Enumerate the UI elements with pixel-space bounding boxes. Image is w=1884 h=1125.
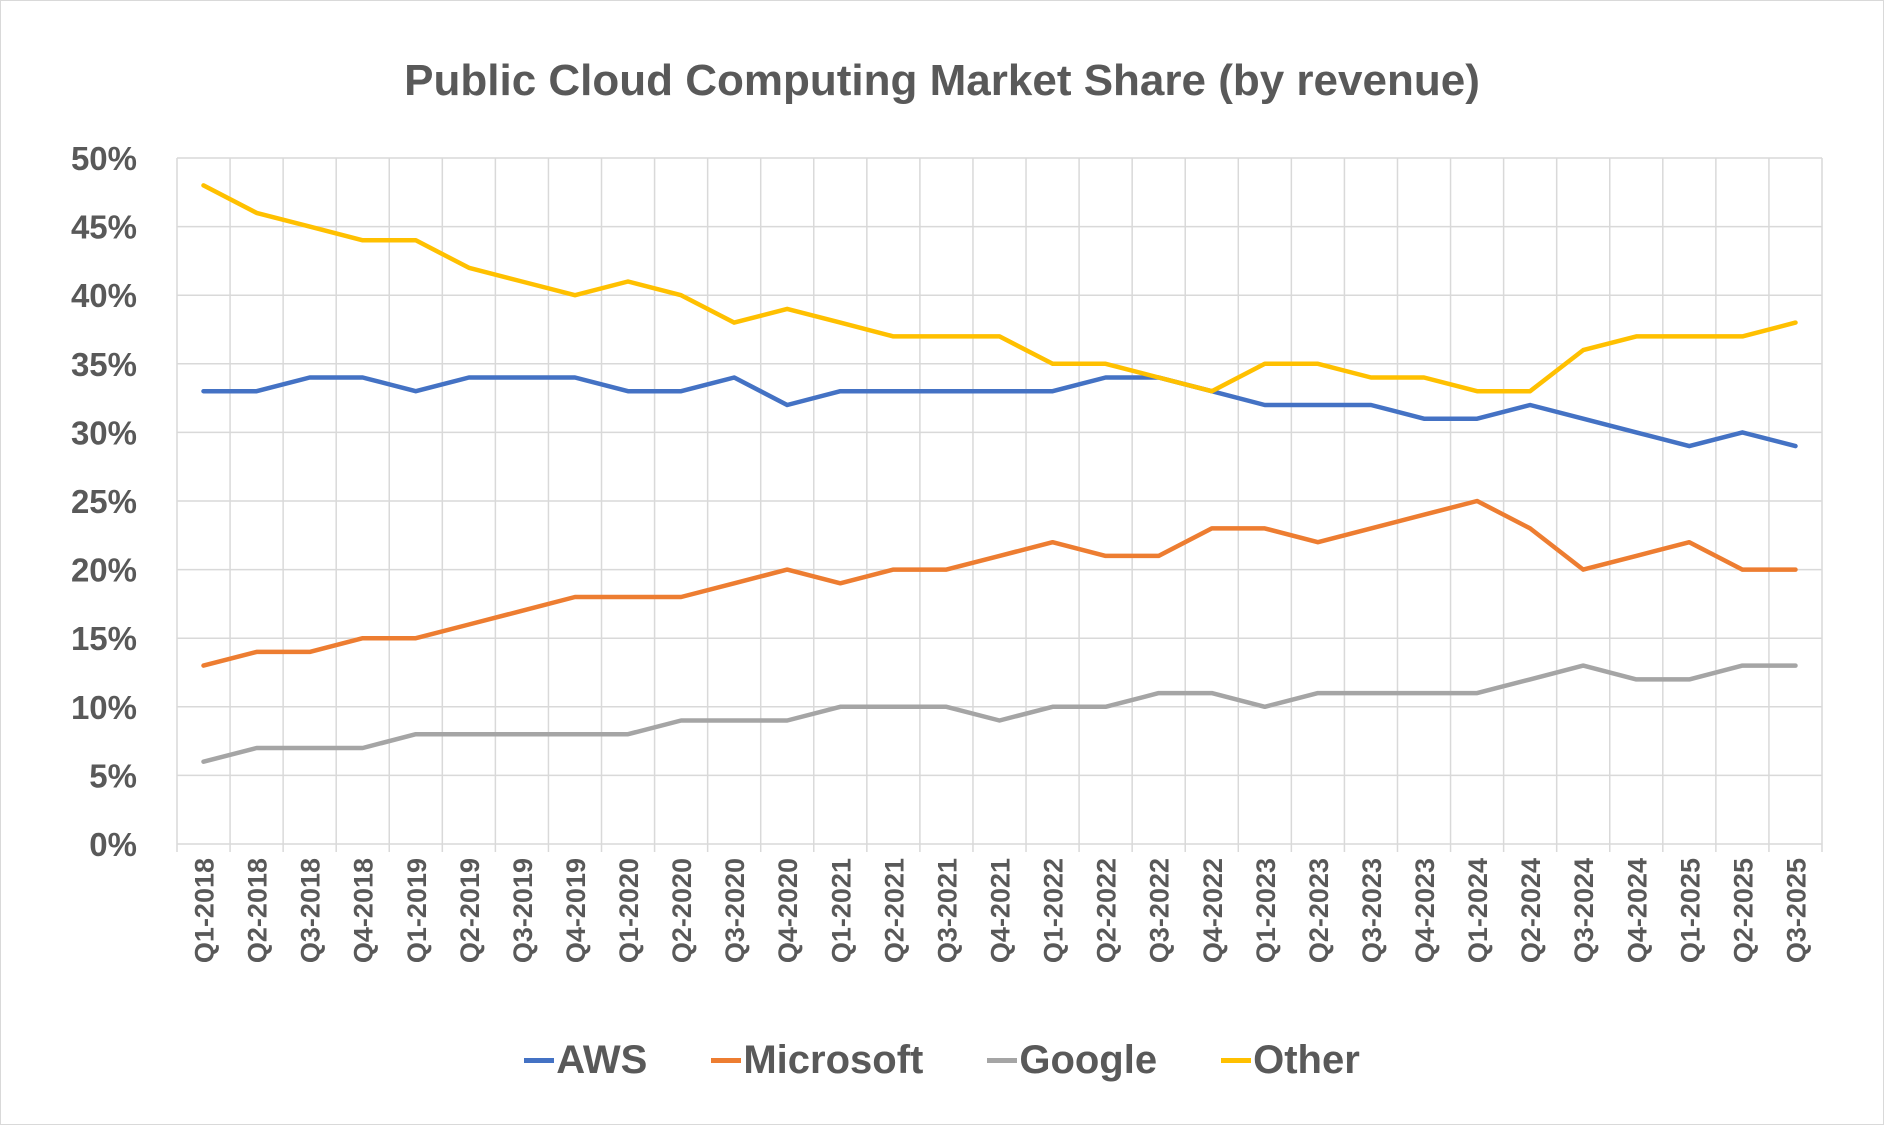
legend-item-aws: AWS — [524, 1038, 647, 1083]
x-tick-label: Q1-2022 — [1039, 858, 1069, 963]
x-tick-label: Q2-2019 — [455, 858, 485, 963]
y-tick-label: 5% — [89, 757, 137, 794]
legend: AWS Microsoft Google Other — [0, 1038, 1884, 1083]
y-tick-label: 40% — [71, 277, 137, 314]
x-tick-label: Q1-2019 — [402, 858, 432, 963]
x-tick-label: Q2-2025 — [1728, 858, 1758, 963]
x-tick-label: Q3-2019 — [508, 858, 538, 963]
x-tick-label: Q3-2024 — [1569, 858, 1599, 963]
x-tick-label: Q1-2021 — [826, 858, 856, 963]
legend-item-google: Google — [987, 1038, 1157, 1083]
x-tick-label: Q1-2024 — [1463, 858, 1493, 963]
x-tick-label: Q1-2025 — [1675, 858, 1705, 963]
x-tick-label: Q4-2019 — [561, 858, 591, 963]
legend-label: Google — [1019, 1038, 1158, 1082]
legend-label: Other — [1253, 1038, 1360, 1082]
legend-swatch — [711, 1058, 742, 1063]
legend-item-microsoft: Microsoft — [711, 1038, 923, 1083]
legend-swatch — [1221, 1058, 1252, 1063]
x-tick-label: Q3-2020 — [720, 858, 750, 963]
x-tick-label: Q3-2025 — [1781, 858, 1811, 963]
x-tick-label: Q1-2018 — [190, 858, 220, 963]
x-tick-label: Q4-2021 — [986, 858, 1016, 963]
y-tick-label: 15% — [71, 620, 137, 657]
legend-swatch — [524, 1058, 555, 1063]
x-tick-label: Q3-2022 — [1145, 858, 1175, 963]
y-tick-label: 0% — [89, 826, 137, 863]
x-tick-label: Q2-2022 — [1092, 858, 1122, 963]
x-tick-label: Q2-2023 — [1304, 858, 1334, 963]
y-tick-label: 20% — [71, 552, 137, 589]
x-tick-label: Q4-2020 — [773, 858, 803, 963]
x-tick-label: Q2-2020 — [667, 858, 697, 963]
y-tick-label: 50% — [71, 140, 137, 177]
chart-title: Public Cloud Computing Market Share (by … — [404, 56, 1480, 105]
y-tick-label: 25% — [71, 483, 137, 520]
x-tick-label: Q4-2023 — [1410, 858, 1440, 963]
y-tick-label: 10% — [71, 689, 137, 726]
y-tick-label: 35% — [71, 346, 137, 383]
x-tick-label: Q2-2018 — [243, 858, 273, 963]
legend-label: Microsoft — [743, 1038, 924, 1082]
x-tick-label: Q2-2024 — [1516, 858, 1546, 963]
x-tick-label: Q3-2018 — [296, 858, 326, 963]
x-tick-label: Q4-2018 — [349, 858, 379, 963]
legend-label: AWS — [556, 1038, 648, 1082]
x-tick-label: Q4-2024 — [1622, 858, 1652, 963]
x-tick-label: Q2-2021 — [879, 858, 909, 963]
y-tick-label: 30% — [71, 414, 137, 451]
x-tick-label: Q1-2023 — [1251, 858, 1281, 963]
legend-swatch — [987, 1058, 1018, 1063]
legend-item-other: Other — [1221, 1038, 1360, 1083]
y-tick-label: 45% — [71, 209, 137, 246]
x-tick-label: Q3-2021 — [932, 858, 962, 963]
x-tick-label: Q1-2020 — [614, 858, 644, 963]
x-tick-label: Q4-2022 — [1198, 858, 1228, 963]
x-tick-label: Q3-2023 — [1357, 858, 1387, 963]
